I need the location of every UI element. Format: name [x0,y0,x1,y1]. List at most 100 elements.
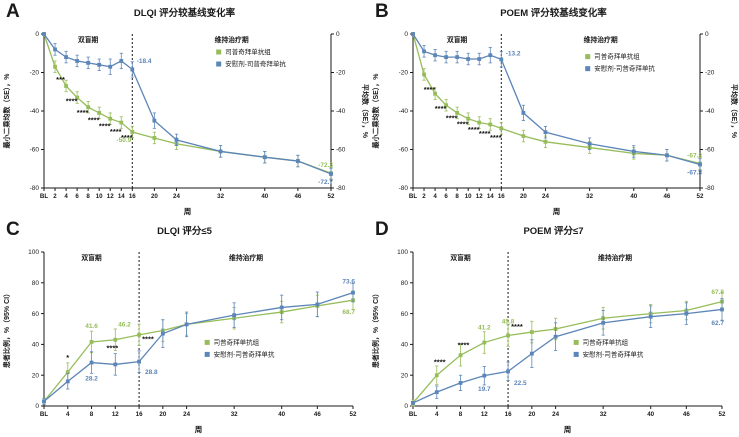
data-point [422,72,426,77]
svg-text:20: 20 [159,411,166,418]
data-point [466,116,471,121]
svg-text:40: 40 [630,193,637,200]
svg-text:双盲期: 双盲期 [78,35,99,44]
data-point [434,390,439,395]
svg-text:45.8: 45.8 [502,318,515,325]
series-placebo [42,32,333,181]
data-point [108,116,113,121]
data-point [499,126,504,131]
panel-a-letter: A [6,1,20,22]
panel-a-title: DLQI 评分较基线变化率 [133,8,236,19]
panel-b-letter: B [375,1,389,22]
data-point [53,64,57,69]
data-point [65,370,70,375]
data-point [488,122,493,127]
svg-text:6: 6 [75,193,79,200]
svg-text:****: **** [121,133,133,142]
data-point [411,32,415,36]
svg-text:****: **** [99,121,111,130]
data-point [482,373,487,378]
data-point [506,333,510,338]
svg-text:-60: -60 [30,147,40,154]
svg-text:患者比例，%（95% CI）: 患者比例，%（95% CI） [2,290,11,368]
svg-text:20: 20 [32,372,40,379]
svg-text:73.6: 73.6 [342,278,355,285]
svg-text:安慰剂-司普奇拜单抗: 安慰剂-司普奇拜单抗 [225,59,286,68]
svg-text:10: 10 [465,193,472,200]
panel-c-chart: 0 20 40 60 80 100 BL 4 8 12 16 20 24 32 40 46 52 周 患者比例，%（… [2,249,357,434]
svg-text:最小二乘均数（SE），%: 最小二乘均数（SE），% [371,73,380,149]
svg-text:60: 60 [32,311,40,318]
data-point [506,369,510,374]
data-point [684,311,689,316]
svg-text:12: 12 [112,411,119,418]
svg-text:患者比例，%（95% CI）: 患者比例，%（95% CI） [371,290,380,368]
svg-text:-40: -40 [399,108,409,115]
data-point [113,337,118,342]
data-point [521,134,526,138]
data-point [315,302,320,307]
svg-text:-13.2: -13.2 [506,50,521,57]
svg-text:-40: -40 [705,108,715,115]
data-point [218,149,223,154]
series-line [412,33,701,165]
point-labels: -13.2 -67.3 -67.8 [506,50,703,176]
svg-text:16: 16 [498,193,505,200]
svg-text:****: **** [457,119,469,128]
y-axis-ticks: 0 20 40 60 80 100 [397,249,413,410]
series-line [43,299,354,402]
data-point [543,130,548,135]
svg-text:维持治疗期: 维持治疗期 [215,35,249,44]
data-point [521,111,526,115]
svg-text:****: **** [142,334,154,343]
data-point [482,340,487,345]
series-treatment [42,32,333,180]
svg-text:0: 0 [35,403,39,410]
point-labels: 41.6 46.2 28.2 28.8 73.6 68.7 [85,278,355,382]
svg-text:-67.8: -67.8 [687,170,702,177]
svg-text:平均数（SE），%: 平均数（SE），% [730,84,738,139]
data-point [444,103,449,108]
data-point [543,139,548,144]
svg-text:BL: BL [40,411,48,418]
data-point [329,172,333,176]
svg-text:14: 14 [118,193,125,200]
data-point [458,381,463,385]
axis-labels: 患者比例，%（95% CI） [371,290,380,368]
svg-text:28.2: 28.2 [85,375,98,382]
phase-divider: 双盲期 维持治疗期 [81,252,263,406]
svg-text:52: 52 [350,411,357,418]
svg-text:最小二乘均数（SE），%: 最小二乘均数（SE），% [2,73,11,149]
svg-text:0: 0 [404,31,408,38]
svg-text:4: 4 [66,411,70,418]
phase-divider: 双盲期 维持治疗期 [447,34,618,188]
data-point [184,322,189,327]
svg-text:安慰剂-司普奇拜单抗: 安慰剂-司普奇拜单抗 [594,64,655,73]
data-point [488,53,493,58]
svg-text:-80: -80 [30,185,40,192]
data-point [499,57,504,62]
svg-text:BL: BL [409,193,417,200]
x-axis-ticks: BL 4 8 12 16 20 24 32 40 46 52 周 [40,406,357,434]
data-point [434,373,439,378]
svg-text:-20: -20 [30,70,40,77]
data-point [89,340,94,344]
data-point [411,401,415,405]
data-point [477,57,482,61]
data-point [295,159,300,163]
svg-text:52: 52 [719,411,726,418]
panel-b: B POEM 评分较基线变化率 0 0 -20 -20 -40 -40 -60 -60 -80 -… [369,0,738,218]
svg-text:4: 4 [435,411,439,418]
data-point [174,137,179,142]
data-point [97,62,102,67]
svg-text:维持治疗期: 维持治疗期 [598,253,632,262]
data-point [553,334,558,339]
data-point [262,155,267,160]
axes [43,252,353,407]
svg-text:32: 32 [217,193,224,200]
data-point [351,290,355,295]
svg-text:***: *** [56,75,65,84]
svg-text:安慰剂-司普奇拜单抗: 安慰剂-司普奇拜单抗 [583,349,644,358]
